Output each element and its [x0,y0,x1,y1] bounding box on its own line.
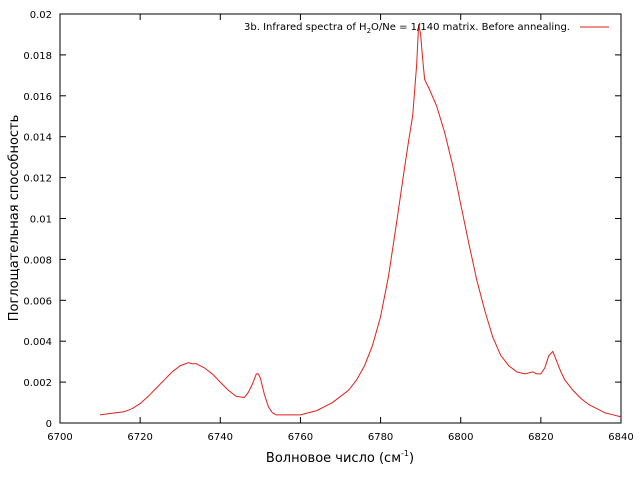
y-tick-label: 0.014 [23,133,52,144]
x-axis-label-tail: ) [409,451,414,466]
x-tick-label: 6760 [288,432,313,443]
plot-area-frame [59,13,622,424]
y-tick-label: 0.002 [23,378,52,389]
x-tick-label: 6740 [208,432,233,443]
y-tick-label: 0.004 [23,337,52,348]
y-axis-label: Поглощательная способность [7,115,22,322]
legend-label: 3b. Infrared spectra of H2O/Ne = 1/140 m… [244,22,570,35]
axis-ticks [59,13,622,424]
x-axis-label-superscript: -1 [401,449,409,458]
series-line-spectrum [100,24,622,418]
x-tick-label: 6720 [127,432,152,443]
y-tick-label: 0.02 [30,10,52,21]
y-tick-label: 0.006 [23,296,52,307]
x-axis-label: Волновое число (см-1) [266,449,414,466]
legend: 3b. Infrared spectra of H2O/Ne = 1/140 m… [244,22,609,35]
legend-label-prefix: 3b. Infrared spectra of H [244,22,367,33]
x-tick-label: 6780 [368,432,393,443]
y-tick-label: 0.016 [23,92,52,103]
y-tick-label: 0 [46,419,52,430]
axis-tick-labels: 6700 6720 6740 6760 6780 6800 6820 6840 0 0.002 0.… [23,10,633,443]
x-tick-label: 6700 [47,432,72,443]
x-tick-label: 6800 [448,432,473,443]
x-tick-label: 6820 [528,432,553,443]
x-axis-label-main: Волновое число (см [266,451,401,466]
y-tick-label: 0.018 [23,51,52,62]
legend-label-rest: O/Ne = 1/140 matrix. Before annealing. [371,22,570,33]
x-tick-label: 6840 [608,432,633,443]
y-tick-label: 0.01 [30,215,52,226]
y-tick-label: 0.012 [23,174,52,185]
legend-label-subscript: 2 [367,27,371,35]
y-tick-label: 0.008 [23,255,52,266]
